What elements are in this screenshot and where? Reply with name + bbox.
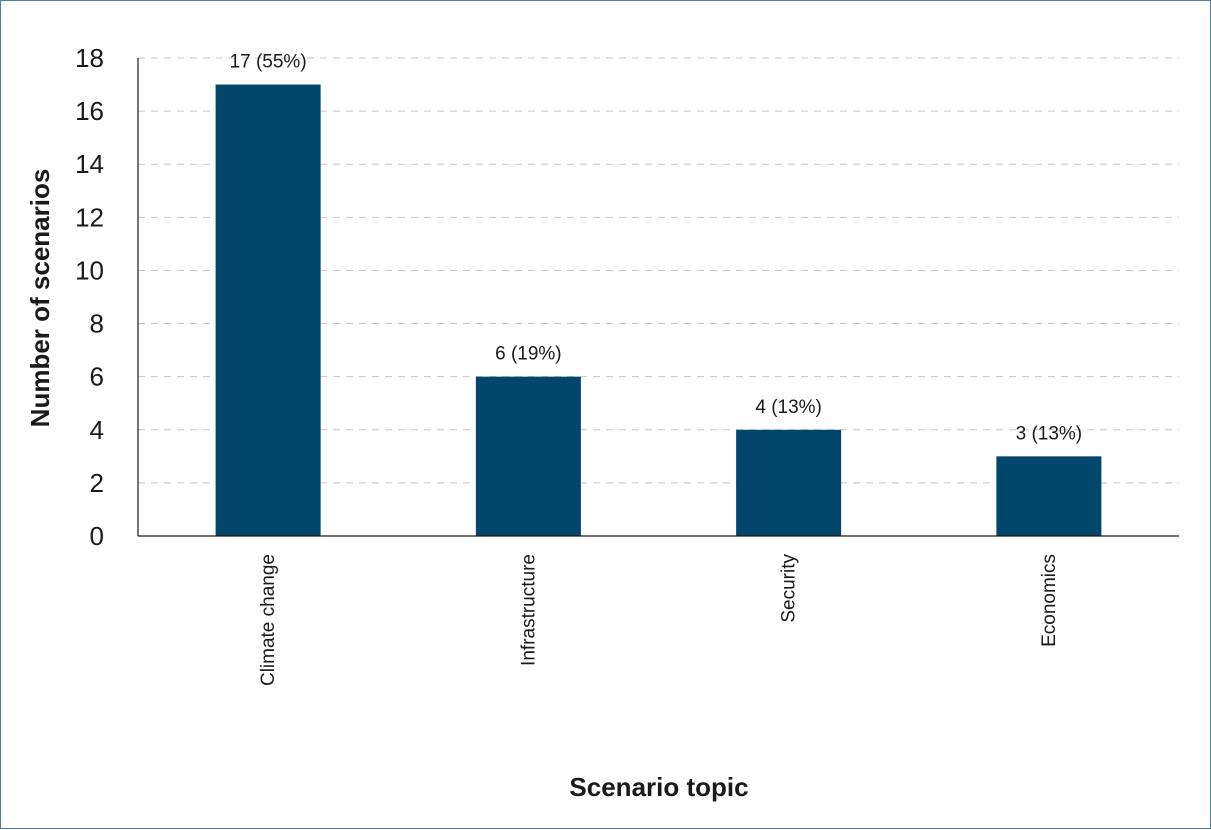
y-tick-label: 16 — [75, 96, 104, 126]
x-category-label: Economics — [1039, 554, 1060, 647]
bar — [215, 84, 321, 537]
data-label: 17 (55%) — [230, 52, 307, 73]
y-tick-label: 6 — [90, 362, 104, 392]
y-axis-title: Number of scenarios — [25, 169, 55, 428]
y-tick-label: 10 — [75, 255, 104, 285]
x-category-label: Security — [779, 554, 800, 623]
x-category-label: Infrastructure — [518, 554, 539, 666]
data-label: 3 (13%) — [1016, 423, 1083, 444]
axes — [137, 58, 1179, 537]
data-label: 6 (19%) — [495, 344, 562, 365]
x-category-labels: Climate change Infrastructure Security Econ… — [258, 554, 1060, 687]
y-tick-label: 8 — [90, 309, 104, 339]
data-labels: 17 (55%) 6 (19%) 4 (13%) 3 (13%) — [230, 52, 1083, 445]
y-tick-label: 2 — [90, 468, 104, 498]
bars — [215, 84, 1102, 537]
bar — [475, 376, 581, 536]
y-tick-labels: 0 2 4 6 8 10 12 14 16 18 — [75, 43, 104, 551]
y-tick-label: 14 — [75, 149, 104, 179]
y-tick-label: 12 — [75, 202, 104, 232]
data-label: 4 (13%) — [755, 397, 822, 418]
y-tick-label: 4 — [90, 415, 104, 445]
y-tick-label: 0 — [90, 521, 104, 551]
x-category-label: Climate change — [258, 554, 279, 686]
bar — [996, 456, 1102, 536]
bar — [736, 429, 842, 536]
x-axis-title: Scenario topic — [569, 772, 748, 802]
y-tick-label: 18 — [75, 43, 104, 73]
